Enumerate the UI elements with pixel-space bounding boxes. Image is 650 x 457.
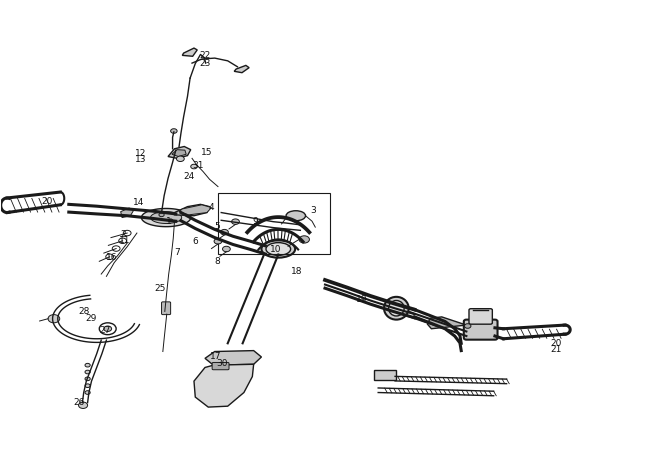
Circle shape <box>171 129 177 133</box>
Text: 7: 7 <box>174 248 180 257</box>
Circle shape <box>231 219 239 224</box>
Text: 3: 3 <box>311 206 317 215</box>
Polygon shape <box>172 150 186 156</box>
Text: 11: 11 <box>119 236 130 245</box>
Circle shape <box>159 213 164 217</box>
Text: 31: 31 <box>192 161 203 170</box>
Text: 21: 21 <box>551 345 562 354</box>
Ellipse shape <box>286 211 306 221</box>
Ellipse shape <box>261 240 295 258</box>
Polygon shape <box>179 205 211 215</box>
Text: 29: 29 <box>85 314 96 323</box>
Polygon shape <box>194 364 254 407</box>
Text: 12: 12 <box>135 149 146 158</box>
Ellipse shape <box>384 297 409 319</box>
Circle shape <box>299 236 309 243</box>
Text: 6: 6 <box>192 237 198 246</box>
FancyBboxPatch shape <box>464 319 497 340</box>
Circle shape <box>85 363 90 367</box>
Circle shape <box>169 219 173 222</box>
Text: 30: 30 <box>216 359 228 368</box>
Polygon shape <box>168 147 190 158</box>
Circle shape <box>85 377 90 381</box>
Text: 4: 4 <box>208 203 214 213</box>
Circle shape <box>85 384 90 388</box>
Text: 22: 22 <box>200 51 211 60</box>
Text: 14: 14 <box>133 198 144 207</box>
Text: 27: 27 <box>99 325 111 335</box>
Polygon shape <box>182 48 197 56</box>
Ellipse shape <box>389 301 404 316</box>
Text: 28: 28 <box>78 308 89 316</box>
Circle shape <box>220 229 228 235</box>
Circle shape <box>214 239 222 244</box>
Text: 23: 23 <box>200 58 211 68</box>
Text: 24: 24 <box>183 172 195 181</box>
Polygon shape <box>428 317 467 329</box>
FancyBboxPatch shape <box>212 362 229 370</box>
Polygon shape <box>142 208 190 227</box>
Text: 25: 25 <box>155 284 166 293</box>
Text: 13: 13 <box>135 155 146 164</box>
Circle shape <box>222 246 230 252</box>
Polygon shape <box>174 204 209 216</box>
Circle shape <box>48 314 60 323</box>
Circle shape <box>176 156 184 161</box>
Circle shape <box>85 370 90 374</box>
Circle shape <box>190 164 197 169</box>
Text: 15: 15 <box>200 148 212 157</box>
FancyBboxPatch shape <box>162 302 171 314</box>
Text: 2: 2 <box>121 230 126 239</box>
Text: 17: 17 <box>209 352 221 361</box>
Text: 9: 9 <box>252 217 258 226</box>
Polygon shape <box>121 208 134 218</box>
Circle shape <box>465 324 471 328</box>
Polygon shape <box>151 212 181 223</box>
Text: 10: 10 <box>270 245 281 254</box>
Text: 20: 20 <box>551 339 562 348</box>
Circle shape <box>79 402 88 409</box>
Polygon shape <box>205 351 261 365</box>
Text: 18: 18 <box>291 267 303 276</box>
FancyBboxPatch shape <box>374 370 396 380</box>
Text: 16: 16 <box>106 253 117 262</box>
FancyBboxPatch shape <box>469 308 492 324</box>
Polygon shape <box>234 65 249 73</box>
Text: 20: 20 <box>41 197 52 206</box>
Text: 8: 8 <box>214 257 220 266</box>
Circle shape <box>104 326 112 331</box>
Text: 5: 5 <box>214 222 220 231</box>
Text: 1: 1 <box>166 217 172 226</box>
Circle shape <box>85 391 90 394</box>
Text: 19: 19 <box>356 295 368 304</box>
Text: 26: 26 <box>73 398 84 407</box>
Ellipse shape <box>266 243 291 255</box>
